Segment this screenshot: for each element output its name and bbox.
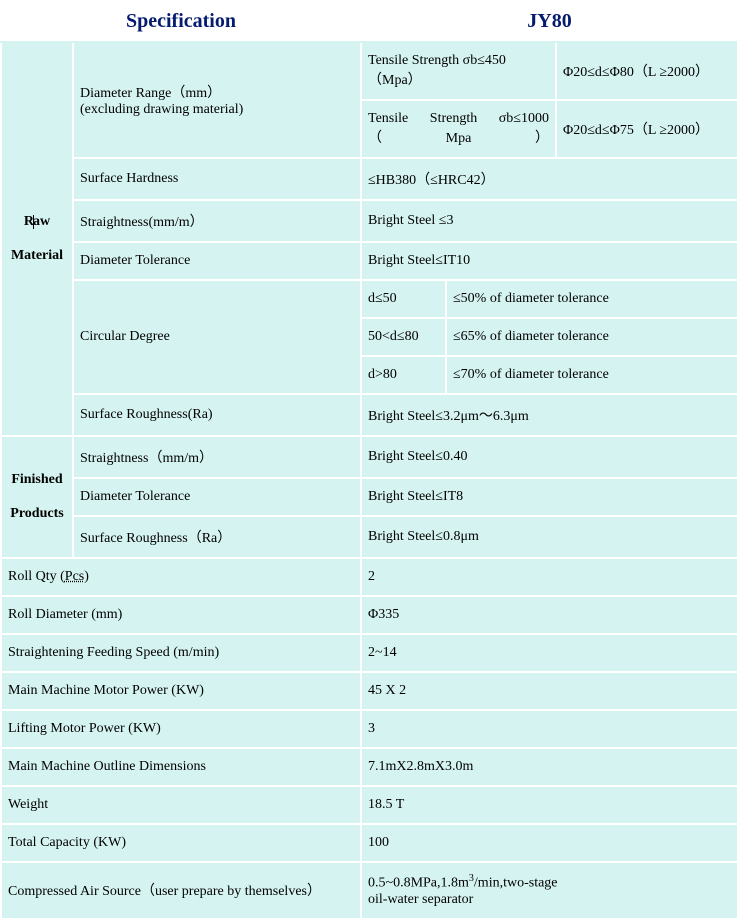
speed-value: 2~14: [361, 634, 737, 672]
fin-straightness-label: Straightness（mm/m）: [73, 436, 361, 478]
tensile-1000-value: Φ20≤d≤Φ75（L ≥2000）: [556, 100, 737, 158]
raw-roughness-value: Bright Steel≤3.2μm～6.3μm: [361, 394, 737, 436]
raw-straightness-value: Bright Steel ≤3: [361, 200, 737, 242]
circ-dgt80-cond: d>80: [361, 356, 446, 394]
raw-roughness-label: Surface Roughness(Ra): [73, 394, 361, 436]
rolldia-value: Φ335: [361, 596, 737, 634]
circ-d50-val: ≤50% of diameter tolerance: [446, 280, 737, 318]
hardness-label: Surface Hardness: [73, 158, 361, 200]
circular-degree-label: Circular Degree: [73, 280, 361, 394]
rollqty-value: 2: [361, 558, 737, 596]
liftpw-value: 3: [361, 710, 737, 748]
header-row: Specification JY80: [1, 1, 737, 42]
raw-material-section: RawMaterial: [1, 42, 73, 436]
capacity-value: 100: [361, 824, 737, 862]
air-value: 0.5~0.8MPa,1.8m3/min,two-stageoil-water …: [361, 862, 737, 919]
mainpw-label: Main Machine Motor Power (KW): [1, 672, 361, 710]
fin-roughness-value: Bright Steel≤0.8μm: [361, 516, 737, 558]
header-model: JY80: [361, 1, 737, 42]
circ-d80-val: ≤65% of diameter tolerance: [446, 318, 737, 356]
capacity-label: Total Capacity (KW): [1, 824, 361, 862]
air-label: Compressed Air Source（user prepare by th…: [1, 862, 361, 919]
rolldia-label: Roll Diameter (mm): [1, 596, 361, 634]
liftpw-label: Lifting Motor Power (KW): [1, 710, 361, 748]
circ-dgt80-val: ≤70% of diameter tolerance: [446, 356, 737, 394]
diameter-range-label: Diameter Range（mm）(excluding drawing mat…: [73, 42, 361, 158]
rollqty-label: Roll Qty (Pcs): [1, 558, 361, 596]
finished-products-section: FinishedProducts: [1, 436, 73, 558]
fin-diatol-value: Bright Steel≤IT8: [361, 478, 737, 516]
fin-roughness-label: Surface Roughness（Ra）: [73, 516, 361, 558]
raw-diatol-label: Diameter Tolerance: [73, 242, 361, 280]
weight-label: Weight: [1, 786, 361, 824]
circ-d50-cond: d≤50: [361, 280, 446, 318]
circ-d80-cond: 50<d≤80: [361, 318, 446, 356]
tensile-450-label: Tensile Strength σb≤450（Mpa）: [361, 42, 556, 100]
weight-value: 18.5 T: [361, 786, 737, 824]
mainpw-value: 45 X 2: [361, 672, 737, 710]
dims-value: 7.1mX2.8mX3.0m: [361, 748, 737, 786]
hardness-value: ≤HB380（≤HRC42）: [361, 158, 737, 200]
spec-table: Specification JY80 RawMaterial Diameter …: [0, 0, 737, 920]
header-spec: Specification: [1, 1, 361, 42]
tensile-450-value: Φ20≤d≤Φ80（L ≥2000）: [556, 42, 737, 100]
fin-straightness-value: Bright Steel≤0.40: [361, 436, 737, 478]
speed-label: Straightening Feeding Speed (m/min): [1, 634, 361, 672]
fin-diatol-label: Diameter Tolerance: [73, 478, 361, 516]
raw-diatol-value: Bright Steel≤IT10: [361, 242, 737, 280]
dims-label: Main Machine Outline Dimensions: [1, 748, 361, 786]
tensile-1000-label: Tensile Strength σb≤1000（Mpa）: [361, 100, 556, 158]
raw-straightness-label: Straightness(mm/m）: [73, 200, 361, 242]
